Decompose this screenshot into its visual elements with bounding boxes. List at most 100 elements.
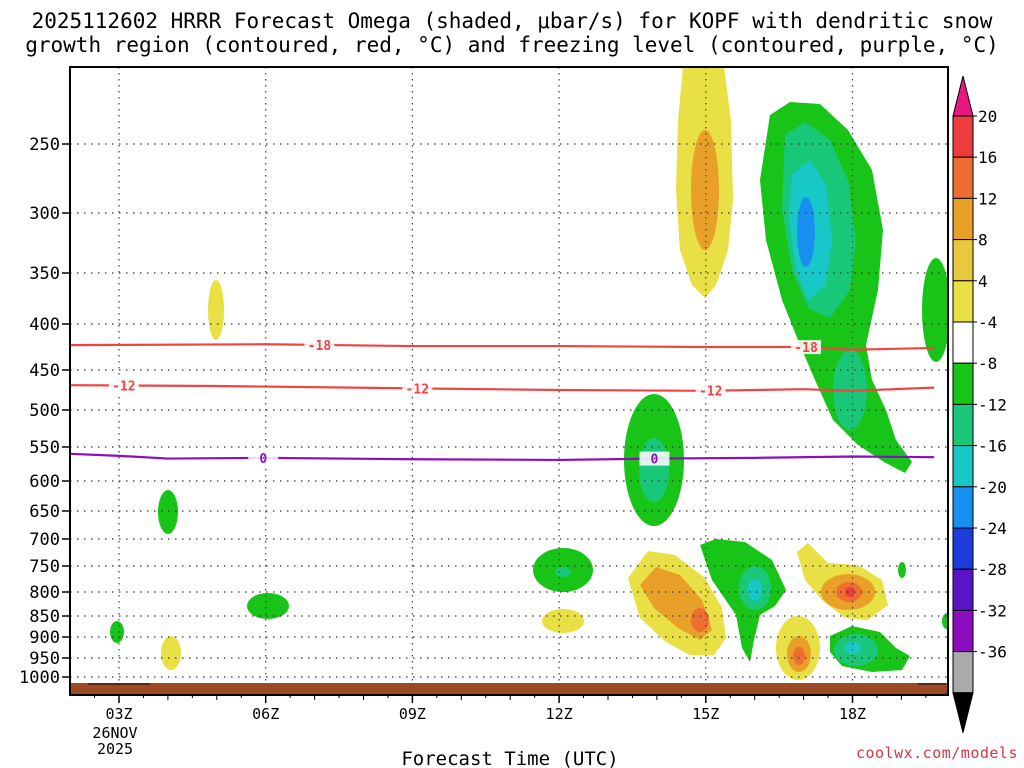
y-tick-label: 250 [29, 135, 60, 155]
y-tick-label: 850 [29, 607, 60, 627]
dgz-minus18-label: -18 [794, 341, 818, 356]
contour-lines: -18 -18 -12 -12 -12 0 0 [70, 337, 935, 468]
y-tick-label: 400 [29, 315, 60, 335]
freezing-level-label-bg [248, 450, 279, 465]
chart-title-line2: growth region (contoured, red, °C) and f… [25, 33, 999, 57]
y-tick-label: 950 [29, 649, 60, 669]
colorbar-segment [952, 115, 974, 158]
date-label-year: 2025 [97, 740, 133, 758]
y-tick-label: 600 [29, 472, 60, 492]
dgz-minus12-label: -12 [406, 382, 429, 397]
omega-cell-negative-edge-small [898, 562, 906, 578]
y-tick-label: 500 [29, 401, 60, 421]
omega-cell-negative-04z [158, 490, 178, 534]
dgz-minus18-label-bg [304, 337, 335, 352]
y-tick-label: 350 [29, 264, 60, 284]
omega-shading [110, 67, 948, 680]
colorbar-label: 20 [978, 107, 997, 126]
colorbar-label: 4 [978, 272, 988, 291]
omega-cell-positive-05z [208, 280, 224, 340]
colorbar: 20 16 12 8 4 -4 -8 -12 -16 -20 -24 -28 -32 -36 [952, 75, 1007, 733]
dgz-minus18-label: -18 [308, 339, 332, 354]
omega-cell-negative-12z-core [555, 567, 571, 577]
colorbar-label: -24 [978, 519, 1007, 538]
colorbar-segment [952, 321, 974, 364]
colorbar-label: -28 [978, 560, 1007, 579]
colorbar-segment [952, 403, 974, 447]
y-tick-label: 900 [29, 628, 60, 648]
colorbar-label: -16 [978, 437, 1007, 456]
freezing-level-label: 0 [259, 452, 267, 467]
x-tick-label: 12Z [546, 705, 573, 723]
omega-cell-positive-15z-lower-core [691, 608, 709, 632]
x-tick-label: 18Z [839, 705, 866, 723]
colorbar-label: -20 [978, 478, 1007, 497]
colorbar-label: 16 [978, 148, 997, 167]
omega-cell-negative-edge-upper [922, 258, 948, 362]
x-tick-label: 15Z [692, 705, 719, 723]
dgz-minus12-label-bg [108, 378, 139, 393]
date-label-day: 26NOV [92, 724, 137, 742]
colorbar-segment [952, 527, 974, 570]
colorbar-segment [952, 568, 974, 611]
freezing-level-label-bg [639, 451, 670, 466]
x-tick-label: 06Z [252, 705, 279, 723]
omega-cell-negative-18z-lower-core [845, 642, 861, 654]
source-credit: coolwx.com/models [855, 744, 1018, 762]
colorbar-arrow-top [952, 75, 974, 117]
y-tick-label: 700 [29, 530, 60, 550]
colorbar-segment [952, 445, 974, 488]
omega-cell-positive-04z [161, 636, 181, 670]
x-tick-label: 09Z [399, 705, 426, 723]
dgz-minus12-line [70, 384, 935, 392]
dgz-minus12-label: -12 [112, 379, 135, 394]
x-axis-label: Forecast Time (UTC) [401, 748, 618, 768]
colorbar-label: -12 [978, 395, 1007, 414]
dgz-minus12-label-bg [695, 383, 726, 398]
grid-lines [70, 67, 948, 695]
omega-cell-negative-edge-lower [942, 613, 948, 629]
omega-cell-negative-03z [110, 621, 124, 643]
colorbar-label: 8 [978, 231, 988, 250]
omega-cell-positive-15z-upper-core [691, 130, 719, 250]
colorbar-arrow-bottom [952, 692, 974, 733]
colorbar-segment [952, 197, 974, 241]
y-tick-label: 550 [29, 438, 60, 458]
colorbar-label: -4 [978, 313, 997, 332]
x-tick-label: 03Z [105, 705, 132, 723]
y-tick-label: 1000 [19, 668, 60, 688]
omega-cell-negative-14z-core [639, 438, 669, 502]
x-axis: 03Z 06Z 09Z 12Z 15Z 18Z [94, 695, 927, 723]
omega-cell-negative-06z [247, 593, 289, 619]
colorbar-segment [952, 362, 974, 405]
ground-surface [71, 683, 947, 694]
y-tick-label: 750 [29, 557, 60, 577]
omega-cell-positive-18z-lower-core [845, 587, 855, 597]
y-tick-label: 450 [29, 361, 60, 381]
colorbar-segment [952, 239, 974, 282]
colorbar-label: 12 [978, 189, 997, 208]
colorbar-label: -8 [978, 354, 997, 373]
freezing-level-line [70, 452, 935, 462]
colorbar-label: -36 [978, 643, 1007, 662]
y-axis: 2503003504004505005506006507007508008509… [19, 135, 70, 688]
dgz-minus12-label-bg [402, 381, 433, 396]
plot-frame [69, 66, 949, 696]
omega-cell-positive-17z-lower-core [793, 647, 805, 665]
dgz-minus18-label-bg [791, 340, 822, 355]
colorbar-label: -32 [978, 601, 1007, 620]
ground-bar [71, 683, 947, 694]
y-tick-label: 650 [29, 502, 60, 522]
omega-cell-positive-12z [542, 609, 584, 633]
y-tick-label: 800 [29, 583, 60, 603]
chart-title-line1: 2025112602 HRRR Forecast Omega (shaded, … [31, 9, 993, 33]
omega-cell-negative-17z-upper-core [797, 197, 815, 267]
freezing-level-label: 0 [651, 453, 659, 468]
dgz-minus12-label: -12 [699, 385, 722, 400]
omega-cell-negative-16z-lower-core [748, 579, 762, 601]
y-tick-label: 300 [29, 204, 60, 224]
dgz-minus18-line [70, 343, 935, 351]
colorbar-segment [952, 280, 974, 323]
colorbar-segment [952, 609, 974, 653]
